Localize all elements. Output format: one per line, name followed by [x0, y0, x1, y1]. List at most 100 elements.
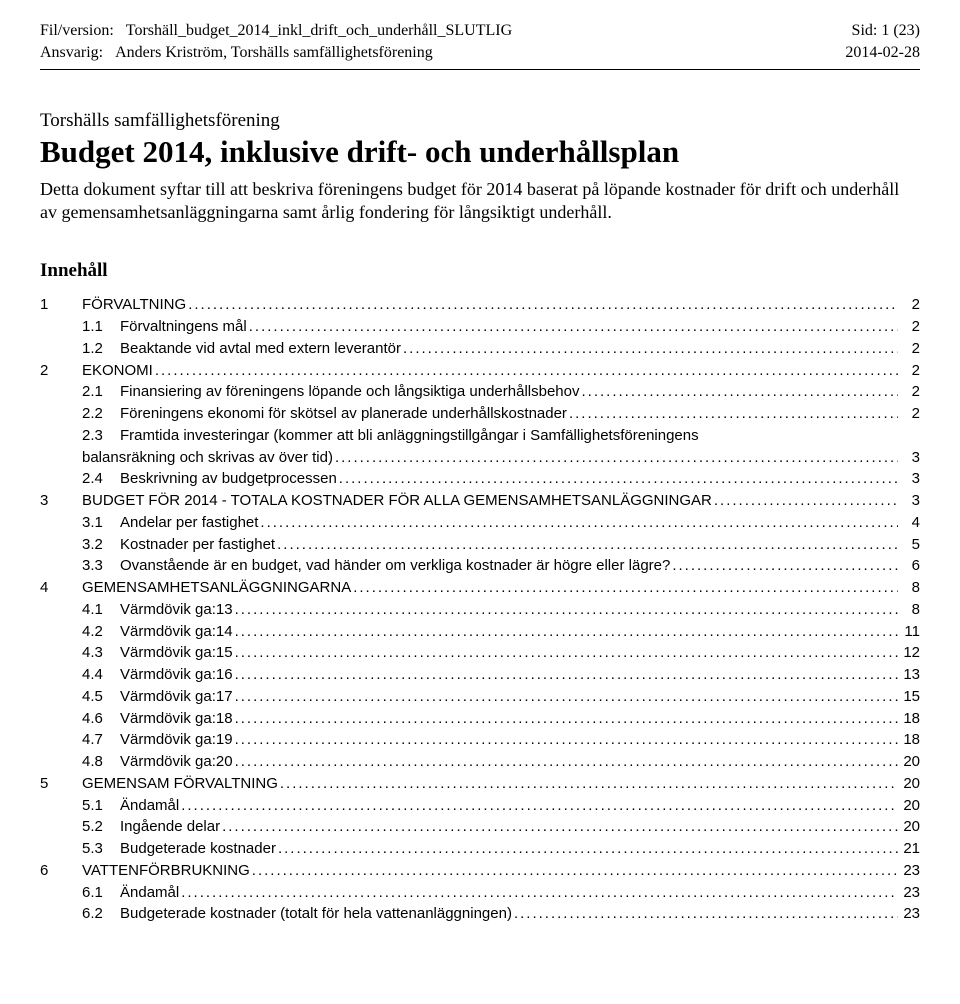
toc-leaders	[712, 490, 898, 512]
toc-number: 2.1	[82, 381, 120, 403]
toc-entry[interactable]: 1.2Beaktande vid avtal med extern levera…	[40, 338, 920, 360]
toc-entry[interactable]: 4.3Värmdövik ga:1512	[40, 642, 920, 664]
table-of-contents: 1FÖRVALTNING21.1Förvaltningens mål21.2Be…	[40, 294, 920, 925]
toc-number: 5.2	[82, 816, 120, 838]
toc-page: 20	[898, 795, 920, 817]
toc-leaders	[670, 555, 898, 577]
toc-page: 3	[898, 447, 920, 469]
toc-entry[interactable]: 6VATTENFÖRBRUKNING23	[40, 860, 920, 882]
toc-number: 1.2	[82, 338, 120, 360]
toc-leaders	[179, 882, 898, 904]
toc-text: VATTENFÖRBRUKNING	[82, 860, 250, 882]
toc-entry[interactable]: 5.3Budgeterade kostnader21	[40, 838, 920, 860]
toc-number: 3.2	[82, 534, 120, 556]
toc-entry[interactable]: 5.1Ändamål20	[40, 795, 920, 817]
toc-number: 2.2	[82, 403, 120, 425]
toc-leaders	[567, 403, 898, 425]
toc-page: 20	[898, 773, 920, 795]
toc-text: FÖRVALTNING	[82, 294, 186, 316]
toc-entry-continuation[interactable]: balansräkning och skrivas av över tid) 3	[40, 447, 920, 469]
toc-entry[interactable]: 3BUDGET FÖR 2014 - TOTALA KOSTNADER FÖR …	[40, 490, 920, 512]
toc-page: 23	[898, 882, 920, 904]
toc-number: 2.3	[82, 425, 120, 447]
toc-entry[interactable]: 4.6Värmdövik ga:1818	[40, 708, 920, 730]
toc-leaders	[247, 316, 898, 338]
toc-number: 6	[40, 860, 82, 882]
toc-page: 20	[898, 751, 920, 773]
toc-leaders	[275, 534, 898, 556]
toc-entry[interactable]: 3.2Kostnader per fastighet5	[40, 534, 920, 556]
toc-entry[interactable]: 2.3Framtida investeringar (kommer att bl…	[40, 425, 920, 447]
sid-label: Sid:	[852, 22, 878, 39]
toc-text: balansräkning och skrivas av över tid)	[82, 447, 333, 469]
toc-leaders	[186, 294, 898, 316]
toc-number: 4.6	[82, 708, 120, 730]
toc-page: 2	[898, 381, 920, 403]
toc-leaders	[258, 512, 898, 534]
toc-page: 3	[898, 468, 920, 490]
toc-leaders	[233, 664, 898, 686]
toc-leaders	[250, 860, 898, 882]
toc-text: Föreningens ekonomi för skötsel av plane…	[120, 403, 567, 425]
toc-number: 3	[40, 490, 82, 512]
org-name: Torshälls samfällighetsförening	[40, 110, 920, 132]
toc-text: Beskrivning av budgetprocessen	[120, 468, 337, 490]
header-date: 2014-02-28	[845, 42, 920, 64]
toc-page: 2	[898, 360, 920, 382]
header-right: Sid: 1 (23) 2014-02-28	[845, 20, 920, 63]
toc-page: 21	[898, 838, 920, 860]
toc-page: 5	[898, 534, 920, 556]
toc-entry[interactable]: 6.1Ändamål23	[40, 882, 920, 904]
toc-text: Värmdövik ga:20	[120, 751, 233, 773]
toc-leaders	[579, 381, 898, 403]
toc-entry[interactable]: 4.4Värmdövik ga:1613	[40, 664, 920, 686]
toc-number: 3.1	[82, 512, 120, 534]
toc-entry[interactable]: 4.5Värmdövik ga:17 15	[40, 686, 920, 708]
toc-entry[interactable]: 5GEMENSAM FÖRVALTNING20	[40, 773, 920, 795]
toc-text: Ovanstående är en budget, vad händer om …	[120, 555, 670, 577]
toc-entry[interactable]: 2.2Föreningens ekonomi för skötsel av pl…	[40, 403, 920, 425]
toc-entry[interactable]: 1FÖRVALTNING2	[40, 294, 920, 316]
toc-text: Ändamål	[120, 882, 179, 904]
toc-number: 6.2	[82, 903, 120, 925]
toc-leaders	[233, 599, 898, 621]
toc-text: Framtida investeringar (kommer att bli a…	[120, 425, 699, 447]
intro-paragraph: Detta dokument syftar till att beskriva …	[40, 178, 920, 224]
toc-entry[interactable]: 2.1Finansiering av föreningens löpande o…	[40, 381, 920, 403]
toc-text: Värmdövik ga:17	[120, 686, 233, 708]
toc-leaders	[276, 838, 898, 860]
header-left: Fil/version: Torshäll_budget_2014_inkl_d…	[40, 20, 512, 63]
toc-text: EKONOMI	[82, 360, 153, 382]
toc-number: 4.4	[82, 664, 120, 686]
toc-leaders	[233, 621, 898, 643]
toc-entry[interactable]: 4.8Värmdövik ga:2020	[40, 751, 920, 773]
toc-entry[interactable]: 2EKONOMI2	[40, 360, 920, 382]
toc-text: Budgeterade kostnader	[120, 838, 276, 860]
toc-entry[interactable]: 4.2Värmdövik ga:1411	[40, 621, 920, 643]
toc-leaders	[233, 751, 898, 773]
toc-entry[interactable]: 5.2Ingående delar20	[40, 816, 920, 838]
toc-entry[interactable]: 6.2Budgeterade kostnader (totalt för hel…	[40, 903, 920, 925]
toc-leaders	[220, 816, 898, 838]
toc-entry[interactable]: 1.1Förvaltningens mål2	[40, 316, 920, 338]
toc-text: Budgeterade kostnader (totalt för hela v…	[120, 903, 512, 925]
toc-number: 2.4	[82, 468, 120, 490]
toc-page: 15	[898, 686, 920, 708]
toc-number: 4.5	[82, 686, 120, 708]
toc-page: 4	[898, 512, 920, 534]
toc-entry[interactable]: 3.3Ovanstående är en budget, vad händer …	[40, 555, 920, 577]
toc-entry[interactable]: 2.4Beskrivning av budgetprocessen 3	[40, 468, 920, 490]
toc-entry[interactable]: 3.1Andelar per fastighet 4	[40, 512, 920, 534]
toc-page: 2	[898, 403, 920, 425]
toc-text: Värmdövik ga:13	[120, 599, 233, 621]
toc-leaders	[333, 447, 898, 469]
toc-text: Andelar per fastighet	[120, 512, 258, 534]
toc-text: GEMENSAM FÖRVALTNING	[82, 773, 278, 795]
toc-leaders	[401, 338, 898, 360]
toc-entry[interactable]: 4.7Värmdövik ga:1918	[40, 729, 920, 751]
toc-leaders	[351, 577, 898, 599]
toc-entry[interactable]: 4GEMENSAMHETSANLÄGGNINGARNA8	[40, 577, 920, 599]
fil-label: Fil/version:	[40, 22, 114, 39]
toc-entry[interactable]: 4.1Värmdövik ga:138	[40, 599, 920, 621]
toc-leaders	[337, 468, 898, 490]
